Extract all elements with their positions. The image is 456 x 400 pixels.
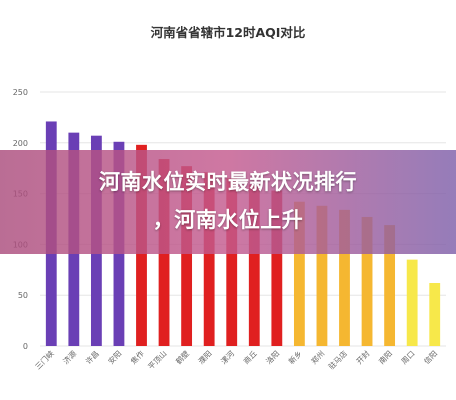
bar: [248, 184, 260, 346]
headline-banner: 河南水位实时最新状况排行 ，河南水位上升: [0, 150, 456, 254]
headline-line-1: 河南水位实时最新状况排行: [99, 170, 357, 194]
y-tick-label: 250: [13, 88, 28, 97]
x-tick-label: 鹤壁: [173, 348, 191, 366]
x-tick-label: 开封: [354, 348, 372, 366]
x-tick-label: 平顶山: [145, 348, 168, 371]
x-tick-label: 焦作: [128, 348, 146, 366]
bar: [384, 225, 396, 346]
bar: [226, 178, 238, 346]
bar: [316, 205, 328, 346]
bar: [339, 209, 350, 346]
bar: [406, 259, 418, 346]
x-tick-label: 驻马店: [326, 348, 349, 371]
x-tick-label: 济源: [61, 348, 79, 366]
x-tick-label: 商丘: [241, 348, 259, 366]
y-tick-label: 50: [18, 291, 28, 300]
bar: [293, 201, 305, 346]
chart-title: 河南省省辖市12时AQI对比: [150, 25, 306, 40]
x-tick-label: 许昌: [83, 348, 101, 366]
bar: [203, 172, 215, 346]
headline-line-2: ，河南水位上升: [152, 208, 304, 232]
x-tick-label: 濮阳: [196, 348, 214, 366]
bar: [361, 216, 373, 346]
x-tick-label: 漯河: [218, 348, 236, 366]
y-tick-label: 200: [13, 139, 28, 148]
x-tick-label: 三门峡: [33, 348, 56, 371]
bar: [181, 166, 193, 346]
bar: [271, 190, 283, 346]
x-tick-label: 新乡: [286, 348, 304, 366]
x-tick-label: 郑州: [309, 348, 327, 366]
x-tick-label: 南阳: [376, 348, 394, 366]
x-tick-label: 信阳: [421, 348, 439, 366]
y-tick-label: 0: [23, 342, 28, 351]
x-tick-label: 周口: [400, 349, 417, 366]
bar: [429, 283, 441, 346]
x-tick-label: 安阳: [106, 348, 124, 366]
x-tick-label: 洛阳: [264, 348, 282, 366]
